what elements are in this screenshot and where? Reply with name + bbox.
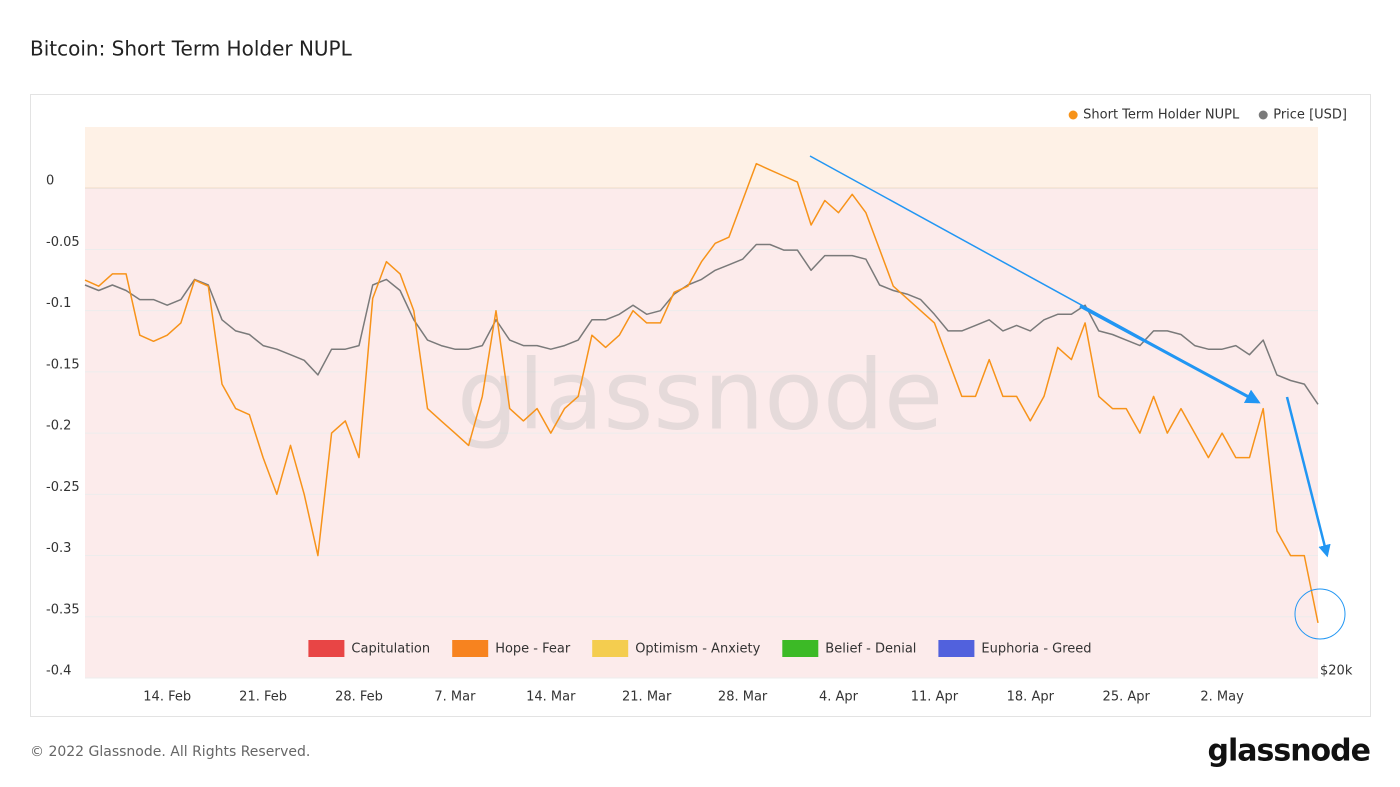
x-tick-label: 7. Mar — [434, 690, 476, 705]
legend: Price [USD] Short Term Holder NUPL Capitul… — [308, 108, 1347, 657]
x-tick-label: 21. Feb — [239, 690, 287, 705]
x-tick-label: 11. Apr — [911, 690, 959, 705]
highlight-circle — [1294, 588, 1346, 640]
x-tick-label: 14. Mar — [526, 690, 576, 705]
x-tick-label: 2. May — [1200, 690, 1244, 705]
zone-legend-item: Hope - Fear — [452, 640, 571, 657]
zone-band — [85, 127, 1318, 189]
zone-legend-swatch — [452, 640, 489, 657]
x-tick-label: 14. Feb — [143, 690, 191, 705]
chart-frame — [30, 94, 1371, 717]
copyright: © 2022 Glassnode. All Rights Reserved. — [30, 744, 310, 760]
zone-legend-swatch — [782, 640, 819, 657]
x-tick-label: 28. Mar — [718, 690, 768, 705]
series-line — [84, 162, 1319, 624]
series-line — [84, 243, 1319, 405]
x-tick-label: 28. Feb — [335, 690, 383, 705]
y-tick-label: -0.1 — [46, 296, 71, 311]
y2-tick-label: $20k — [1320, 664, 1353, 679]
chart-title: Bitcoin: Short Term Holder NUPL — [30, 37, 353, 61]
y-tick-label: -0.25 — [46, 480, 80, 495]
x-tick-label: 21. Mar — [622, 690, 672, 705]
y-tick-label: -0.35 — [46, 602, 80, 617]
zone-legend-item: Euphoria - Greed — [938, 640, 1092, 657]
zone-legend-label: Capitulation — [351, 642, 430, 657]
legend-swatch — [1068, 110, 1078, 120]
y-tick-label: -0.05 — [46, 235, 80, 250]
y-tick-label: 0 — [46, 174, 54, 189]
lines — [84, 162, 1319, 624]
y-tick-label: -0.3 — [46, 541, 71, 556]
legend-label: Price [USD] — [1273, 108, 1347, 123]
zone-legend-swatch — [938, 640, 975, 657]
drop-arrow — [1285, 396, 1331, 558]
x-tick-label: 18. Apr — [1007, 690, 1055, 705]
zone-legend-item: Optimism - Anxiety — [592, 640, 761, 657]
trend-arrow-head — [1079, 304, 1261, 404]
y-tick-label: -0.4 — [46, 664, 71, 679]
zone-legend-swatch — [308, 640, 345, 657]
y-tick-label: -0.2 — [46, 419, 71, 434]
zone-legend-item: Belief - Denial — [782, 640, 916, 657]
zone-legend-swatch — [592, 640, 629, 657]
grid: 0 -0.05 -0.1 -0.15 -0.2 -0.25 -0.3 -0.35 -0.4 $20… — [46, 174, 1353, 705]
y-tick-label: -0.15 — [46, 357, 80, 372]
legend-label: Short Term Holder NUPL — [1083, 108, 1240, 123]
zone-legend-item: Capitulation — [308, 640, 430, 657]
legend-swatch — [1258, 110, 1268, 120]
x-tick-label: 4. Apr — [819, 690, 859, 705]
zone-legend-label: Optimism - Anxiety — [635, 642, 760, 657]
zone-legend-label: Hope - Fear — [495, 642, 571, 657]
x-tick-label: 25. Apr — [1103, 690, 1151, 705]
logo: glassnode — [1207, 734, 1370, 769]
zone-legend-label: Euphoria - Greed — [981, 642, 1091, 657]
annotations — [809, 155, 1346, 640]
watermark: glassnode — [457, 339, 943, 451]
zone-legend-label: Belief - Denial — [825, 642, 916, 657]
